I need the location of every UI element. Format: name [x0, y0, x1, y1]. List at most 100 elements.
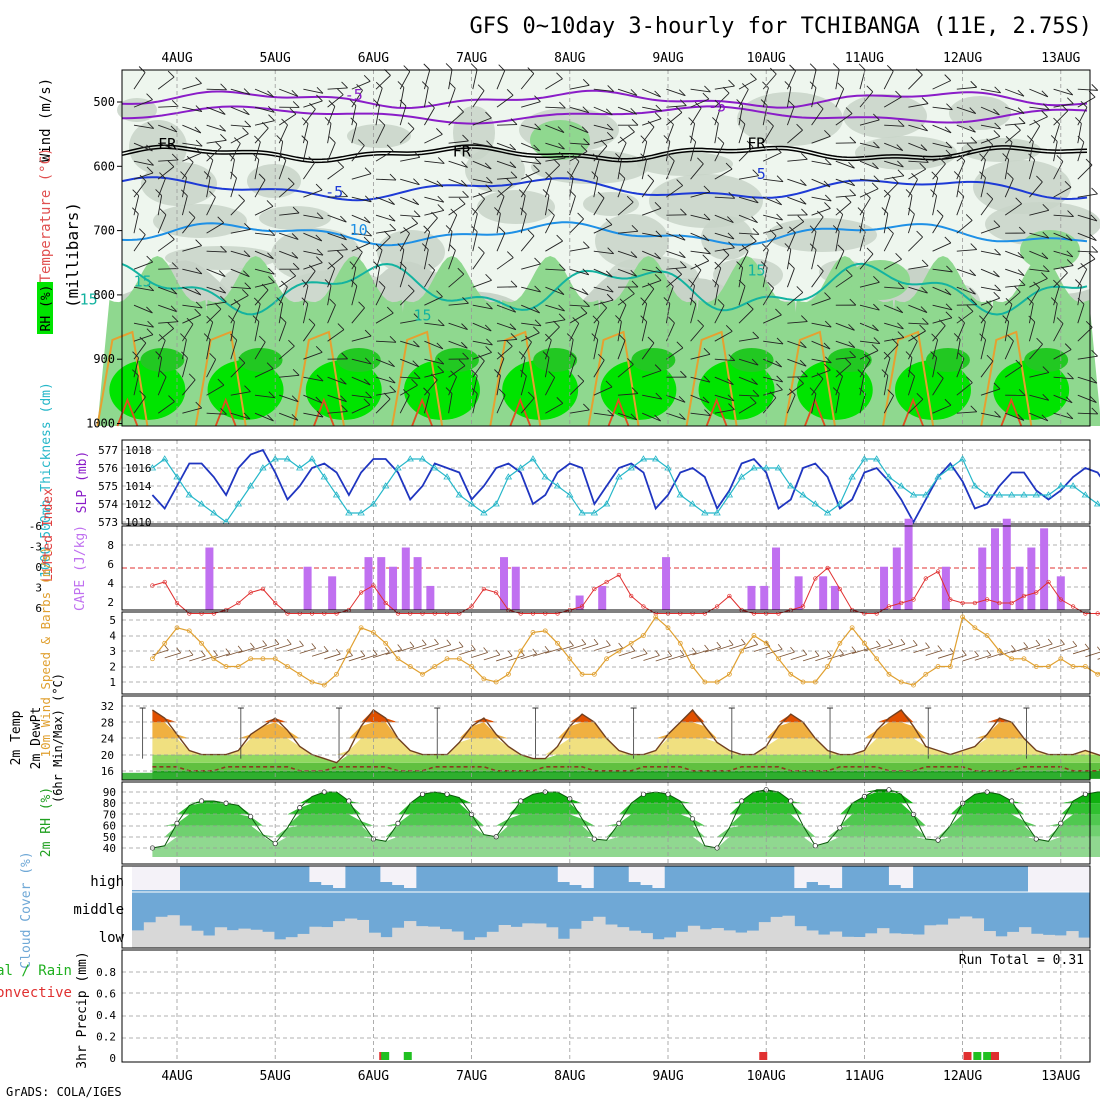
wind-barb [351, 232, 372, 237]
wind-barb [399, 223, 418, 234]
wind10-point [726, 671, 732, 677]
wind-barb-flag [315, 234, 323, 242]
wind-barb-flag [291, 413, 299, 421]
wind-barb [835, 376, 843, 396]
wind-barb [1053, 412, 1073, 420]
cloud-low-bar [616, 927, 630, 948]
wind-barb [400, 178, 420, 186]
wind-barb [327, 285, 332, 306]
ylabel-lifted-index: Lifted Index [41, 488, 56, 582]
wind-barb-flag [155, 351, 162, 358]
wind-barb-flag [736, 261, 743, 268]
wind-barb [375, 249, 383, 270]
wind-barb-flag [680, 99, 687, 106]
wind-barb [1077, 269, 1088, 288]
wind-barb [545, 78, 563, 90]
date-label-top: 7AUG [456, 51, 487, 66]
wind-barb [375, 236, 391, 252]
wind-barb [520, 213, 527, 234]
wind-barb-flag [600, 301, 607, 309]
wind-barb [351, 376, 371, 386]
wind-barb-flag [583, 403, 590, 411]
wind-barb [327, 196, 348, 198]
wind-barb-flag [349, 99, 357, 106]
temp-contour-25 [214, 397, 237, 427]
wind-barb [230, 177, 237, 198]
wind-barb-flag [533, 164, 540, 172]
wind-barb-flag [413, 210, 421, 217]
li-point [1058, 597, 1063, 602]
wind10-barb-flag [581, 638, 587, 645]
wind-barb [278, 322, 287, 342]
wind10-point [591, 671, 597, 677]
wind-barb-flag [728, 79, 735, 87]
wind-barb-flag [582, 268, 590, 276]
wind-barb [908, 322, 929, 325]
wind-barb [956, 249, 977, 252]
li-point [260, 586, 266, 592]
wind-barb-flag [437, 357, 445, 365]
wind-barb-flag [630, 269, 638, 277]
wind-barb-flag [738, 117, 746, 125]
wind-barb [738, 376, 758, 386]
credit-text: GrADS: COLA/IGES [6, 1085, 122, 1099]
wind-barb [980, 360, 994, 378]
wind-barb [351, 394, 372, 399]
wind-barb [544, 177, 552, 198]
wind-barb-flag [953, 171, 961, 178]
wind-barb-flag [316, 86, 324, 94]
wind10-point [297, 671, 303, 677]
temp-fill-band [152, 722, 1100, 739]
wind10-point [542, 628, 548, 634]
wind-barb [908, 236, 923, 252]
wind-barb [835, 340, 855, 348]
wind-barb [303, 394, 322, 404]
wind10-barb [864, 645, 881, 652]
thickness-point [296, 464, 304, 471]
wind-barb [279, 212, 300, 216]
wind-barb [157, 376, 167, 396]
wind-barb [932, 155, 953, 162]
wind-barb [956, 177, 961, 198]
wind-barb [980, 339, 987, 360]
wind-barb-flag [450, 370, 457, 378]
cloud-low-bar [770, 916, 783, 948]
wind-barb [521, 142, 540, 152]
wind-barb [738, 251, 749, 270]
wind-barb-flag [1090, 234, 1097, 241]
wind-barb [932, 404, 952, 414]
wind-barb-flag [628, 125, 635, 133]
wind-barb [1004, 291, 1021, 306]
cloud-low-bar [143, 922, 157, 948]
wind-barb [545, 106, 566, 109]
wind10-point [432, 664, 438, 669]
wind-barb-flag [722, 86, 730, 94]
tick-label-rh2m: 90 [103, 786, 116, 799]
wind-barb-flag [993, 108, 1000, 116]
wind-barb [787, 383, 804, 396]
tick-label-pressure: 900 [93, 352, 115, 366]
wind-barb [157, 340, 166, 360]
wind-barb [448, 69, 453, 90]
cloud-low-bar [853, 936, 866, 948]
wind-barb [907, 376, 916, 396]
wind-barb [351, 307, 365, 324]
upper-air-panel: -5-5FR FR FR-55101515151550060070080090010… [37, 63, 1100, 431]
cloud-low-bar [936, 924, 949, 948]
wind-barb-flag [615, 153, 622, 160]
wind-barb [1004, 340, 1014, 360]
wind-barb [472, 90, 485, 108]
ylabel-cloud: Cloud Cover (%) [19, 851, 34, 968]
wind-barb-flag [863, 353, 871, 361]
wind-barb [811, 108, 824, 126]
wind-barb [182, 323, 194, 342]
wind-barb-flag [1017, 107, 1025, 114]
rh-blob-mid [271, 228, 361, 282]
wind10-barb [250, 645, 267, 651]
thickness-point [652, 455, 660, 462]
li-point [948, 597, 953, 602]
wind-barb-flag [703, 347, 711, 355]
wind-barb-flag [836, 370, 843, 377]
wind-barb-flag [132, 369, 139, 377]
wind-barb-flag [769, 67, 777, 75]
